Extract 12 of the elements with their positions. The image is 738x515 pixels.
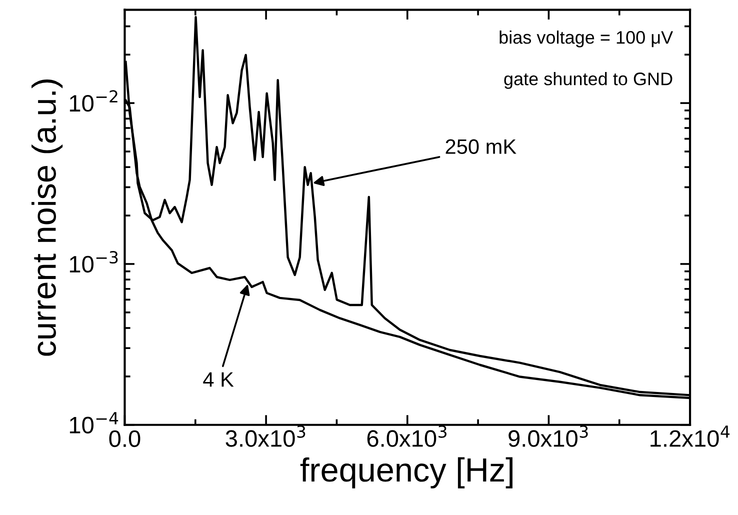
y-tick-label: 10$^{−3}$	[70, 251, 118, 273]
x-tick-label: 6.0x10$^{3}$	[367, 425, 446, 447]
y-tick-label: 10$^{−2}$	[70, 90, 118, 112]
annotation: 4 K	[203, 372, 234, 387]
annotation: 250 mK	[446, 139, 516, 154]
y-axis-title: current noise (a.u.)	[32, 80, 63, 356]
annotation: gate shunted to GND	[504, 72, 672, 89]
x-tick-label: 1.2x10$^{4}$	[650, 426, 730, 447]
annotation: bias voltage = 100 μV	[500, 30, 673, 48]
x-axis-title: frequency [Hz]	[300, 457, 512, 488]
x-tick-label: 9.0x10$^{3}$	[508, 425, 588, 447]
x-tick-label: 3.0x10$^{3}$	[226, 425, 306, 447]
